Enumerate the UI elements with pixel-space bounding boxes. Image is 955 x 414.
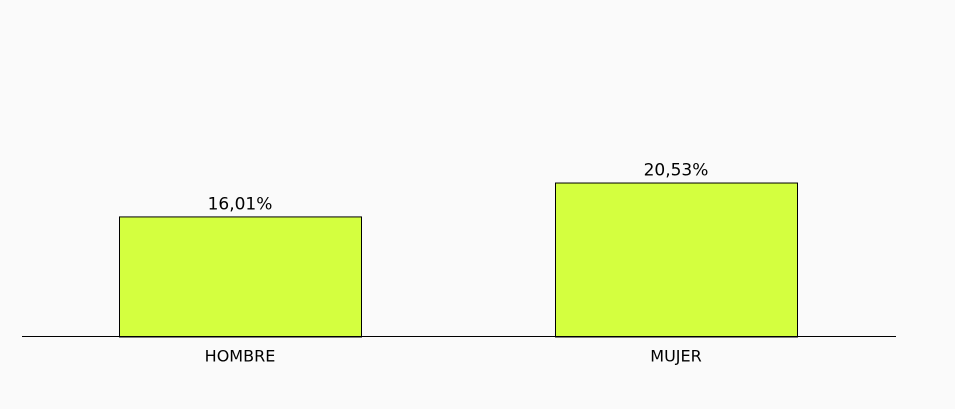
labels-layer: 16,01% HOMBRE 20,53% MUJER xyxy=(205,161,709,366)
bars-layer xyxy=(119,182,798,338)
data-label-mujer: 20,53% xyxy=(644,161,709,181)
category-label-hombre: HOMBRE xyxy=(205,347,276,366)
data-label-hombre: 16,01% xyxy=(208,194,273,214)
bar-hombre xyxy=(119,216,362,338)
category-label-mujer: MUJER xyxy=(650,347,701,366)
bar-mujer xyxy=(555,182,798,338)
